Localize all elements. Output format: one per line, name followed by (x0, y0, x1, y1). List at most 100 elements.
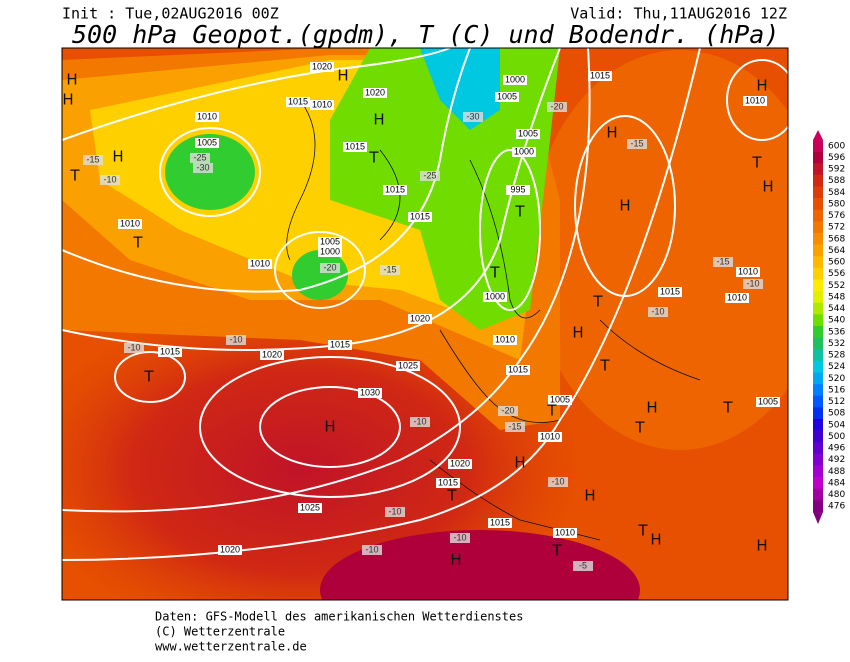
pressure-center: H (324, 418, 335, 436)
temperature-label-box (627, 139, 647, 149)
colorbar-label: 592 (828, 165, 845, 175)
colorbar-label: 500 (828, 432, 845, 442)
colorbar-swatch (813, 244, 823, 257)
pressure-label: 1030 (360, 387, 380, 397)
temperature-label-box (190, 153, 210, 163)
pressure-label-box (248, 259, 272, 269)
map-field (62, 48, 788, 600)
colorbar-swatch (813, 209, 823, 222)
colorbar-swatch (813, 256, 823, 269)
colorbar-arrow-top (813, 130, 823, 140)
colorbar-label: 548 (828, 292, 845, 302)
pressure-label: 1010 (312, 99, 332, 109)
temperature-label-box (463, 112, 483, 122)
pressure-center: T (368, 149, 379, 167)
pressure-center: T (634, 419, 645, 437)
colorbar-swatch (813, 233, 823, 245)
temperature-label: -10 (127, 342, 140, 352)
colorbar-label: 484 (828, 478, 845, 488)
colorbar-swatch (813, 221, 823, 234)
pressure-label-box (408, 212, 432, 222)
colorbar-label: 480 (828, 490, 845, 500)
pressure-label: 1005 (197, 137, 217, 147)
temperature-label: -10 (388, 506, 401, 516)
colorbar-swatch (813, 384, 823, 397)
pressure-label-box (260, 350, 284, 360)
pressure-label-box (553, 528, 577, 538)
pressure-center: T (143, 368, 154, 386)
pressure-center: H (112, 148, 123, 166)
colorbar-swatch (813, 453, 823, 466)
temperature-label-box (380, 265, 400, 275)
pressure-center: H (646, 399, 657, 417)
pressure-label: 1015 (590, 70, 610, 80)
temperature-label: -30 (466, 111, 479, 121)
pressure-label: 1015 (410, 211, 430, 221)
temperature-label-box (548, 477, 568, 487)
pressure-label: 1015 (660, 286, 680, 296)
colorbar-label: 488 (828, 467, 845, 477)
pressure-center: H (572, 324, 583, 342)
pressure-center: T (514, 203, 525, 221)
pressure-label: 1010 (197, 111, 217, 121)
colorbar-label: 540 (828, 316, 845, 326)
pressure-label: 1020 (410, 313, 430, 323)
temperature-label-box (547, 102, 567, 112)
pressure-label: 1020 (365, 87, 385, 97)
temperature-label: -10 (453, 532, 466, 542)
pressure-label-box (736, 267, 760, 277)
pressure-label: 1010 (250, 258, 270, 268)
pressure-label: 1010 (727, 292, 747, 302)
temperature-label-box (83, 155, 103, 165)
pressure-center: T (592, 293, 603, 311)
colorbar-label: 532 (828, 339, 845, 349)
colorbar-label: 520 (828, 374, 845, 384)
colorbar-swatch (813, 314, 823, 327)
temperature-label: -30 (196, 162, 209, 172)
pressure-center: T (132, 234, 143, 252)
colorbar-swatch (813, 372, 823, 385)
colorbar-swatch (813, 337, 823, 350)
pressure-label-box (448, 459, 472, 469)
pressure-label-box (488, 518, 512, 528)
pressure-label-box (363, 88, 387, 98)
temperature-label-box (450, 533, 470, 543)
temperature-label: -10 (651, 306, 664, 316)
temperature-label: -5 (579, 560, 587, 570)
pressure-label: 1020 (450, 458, 470, 468)
pressure-label-box (358, 388, 382, 398)
pressure-label-box (396, 361, 420, 371)
colorbar-label: 588 (828, 176, 845, 186)
init-time: Init : Tue,02AUG2016 00Z (62, 5, 279, 23)
pressure-center: H (762, 178, 773, 196)
temperature-label: -25 (193, 152, 206, 162)
colorbar-label: 528 (828, 351, 845, 361)
pressure-label-box (298, 503, 322, 513)
pressure-center: H (584, 487, 595, 505)
pressure-label-box (756, 397, 780, 407)
colorbar-label: 492 (828, 455, 845, 465)
pressure-center: T (546, 402, 557, 420)
temperature-label-box (410, 417, 430, 427)
pressure-label-box (195, 138, 219, 148)
temperature-label-box (226, 335, 246, 345)
temperature-label-box (100, 175, 120, 185)
colorbar-swatch (813, 302, 823, 315)
colorbar-swatch (813, 186, 823, 199)
pressure-label: 1015 (330, 339, 350, 349)
temperature-label-box (385, 507, 405, 517)
colorbar-arrow-bottom (813, 512, 823, 524)
colorbar-swatch (813, 430, 823, 443)
pressure-label: 1020 (262, 349, 282, 359)
pressure-label: 1015 (160, 346, 180, 356)
temperature-label-box (420, 171, 440, 181)
colorbar-swatch (813, 407, 823, 420)
pressure-label: 1015 (438, 477, 458, 487)
pressure-label: 1015 (508, 364, 528, 374)
colorbar-label: 536 (828, 327, 845, 337)
pressure-label-box (383, 185, 407, 195)
colorbar-swatch (813, 349, 823, 362)
pressure-center: H (373, 111, 384, 129)
pressure-center: T (722, 399, 733, 417)
temperature-label: -10 (413, 416, 426, 426)
